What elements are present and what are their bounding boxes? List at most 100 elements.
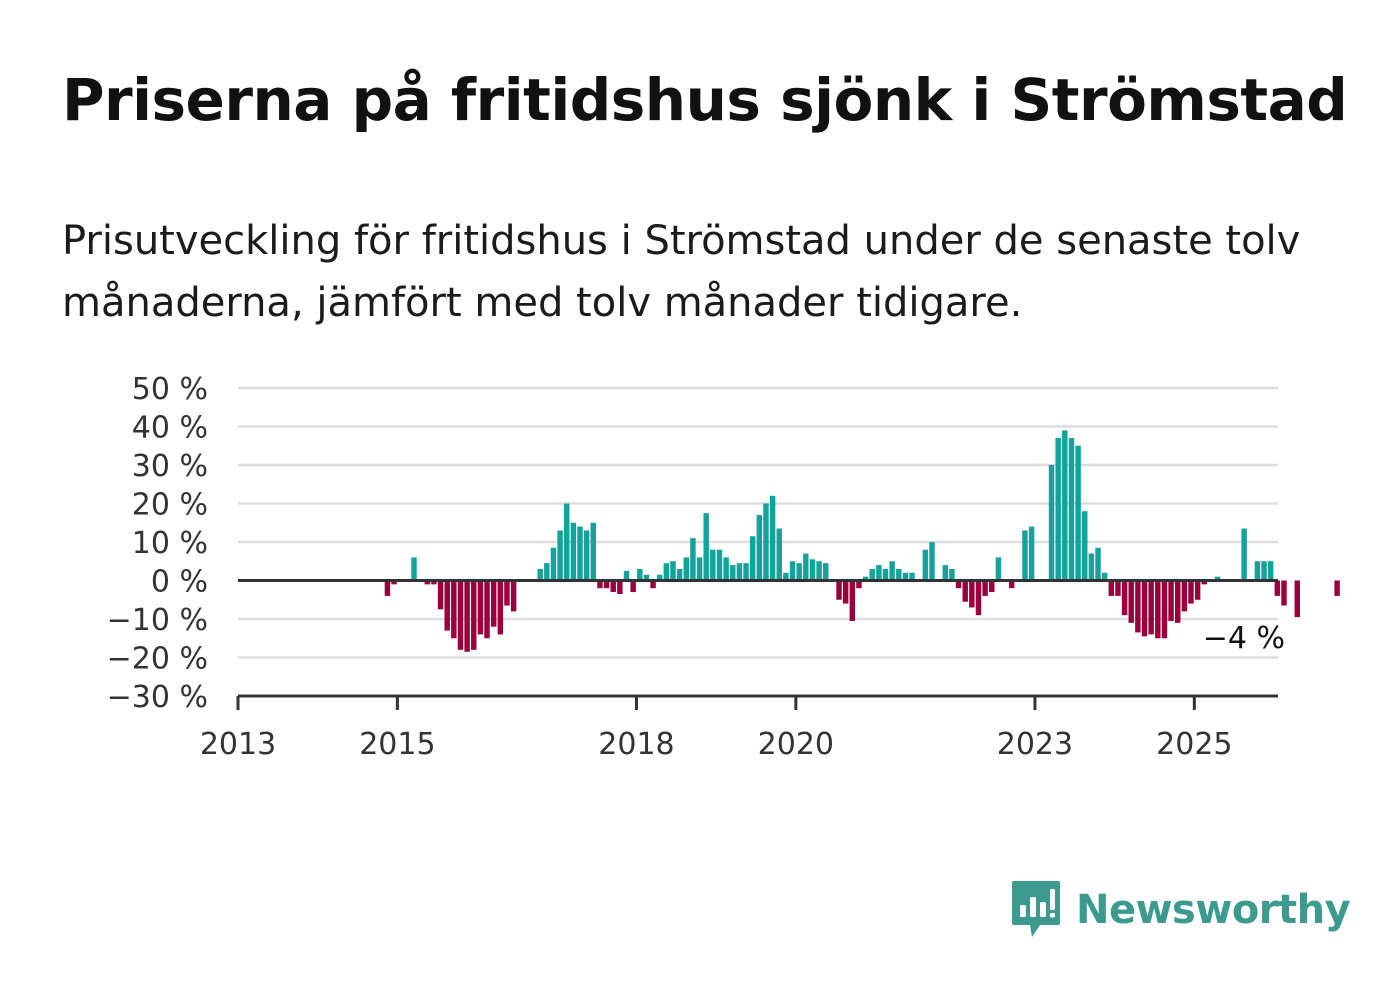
y-tick-label: −10 % xyxy=(107,603,208,638)
bar xyxy=(1241,528,1247,581)
bar xyxy=(995,557,1002,581)
bar xyxy=(570,522,577,581)
bar xyxy=(597,580,603,589)
y-tick-label: −20 % xyxy=(107,642,208,677)
bar xyxy=(1068,438,1075,581)
bar xyxy=(477,580,484,635)
bar xyxy=(816,561,822,581)
bar xyxy=(650,580,656,589)
bar xyxy=(670,561,676,581)
bar xyxy=(1201,580,1208,585)
bar xyxy=(1121,580,1128,616)
bar xyxy=(962,580,968,602)
bar xyxy=(1095,547,1101,581)
bar xyxy=(769,495,776,581)
bar xyxy=(696,557,703,581)
bar xyxy=(1174,580,1181,623)
bar xyxy=(1115,580,1121,596)
bar xyxy=(1101,572,1108,581)
bar xyxy=(809,559,816,581)
bar xyxy=(457,580,464,650)
x-tick-label: 2013 xyxy=(200,727,276,762)
bar xyxy=(623,570,630,581)
bar xyxy=(723,557,729,581)
bar xyxy=(982,580,988,596)
y-tick-label: 50 % xyxy=(132,372,208,407)
bar xyxy=(504,580,510,606)
bar xyxy=(1267,561,1274,581)
bar xyxy=(749,536,756,581)
bar xyxy=(1141,580,1148,637)
bar xyxy=(1082,511,1088,581)
bar xyxy=(1108,580,1115,596)
bar xyxy=(889,561,895,581)
bar xyxy=(975,580,982,616)
bar xyxy=(803,553,809,581)
bar xyxy=(896,568,902,581)
bar xyxy=(676,568,683,581)
bar xyxy=(1135,580,1141,633)
bar xyxy=(1075,445,1081,581)
bar xyxy=(869,568,875,581)
bar xyxy=(1088,553,1095,581)
bar xyxy=(643,574,650,581)
latest-value-annotation: −4 % xyxy=(1203,621,1285,656)
bar xyxy=(783,572,789,581)
bar xyxy=(490,580,497,627)
bar xyxy=(464,580,470,652)
bar xyxy=(763,503,769,581)
bar xyxy=(1254,561,1261,581)
bar xyxy=(776,528,782,581)
x-tick-label: 2018 xyxy=(598,727,674,762)
bar xyxy=(1181,580,1188,612)
bar xyxy=(497,580,504,635)
bar xyxy=(842,580,849,604)
bar xyxy=(1048,465,1055,581)
bar xyxy=(756,515,763,581)
bar xyxy=(683,557,689,581)
bar xyxy=(922,549,929,581)
bar xyxy=(876,565,882,581)
bar xyxy=(1155,580,1161,639)
bar xyxy=(989,580,995,593)
bar xyxy=(617,580,623,594)
bar xyxy=(1274,580,1281,596)
bar xyxy=(703,513,709,581)
bar xyxy=(630,580,636,593)
bar xyxy=(710,549,716,581)
y-tick-label: 10 % xyxy=(132,526,208,561)
bar xyxy=(537,568,543,581)
bar xyxy=(603,580,610,589)
bar xyxy=(1194,580,1201,600)
bar xyxy=(1168,580,1174,621)
bar xyxy=(1008,580,1015,589)
bar xyxy=(690,538,696,581)
bar xyxy=(1028,526,1035,581)
bar xyxy=(836,580,842,600)
bar xyxy=(1188,580,1194,604)
bar xyxy=(823,563,829,581)
bar xyxy=(736,563,743,581)
bar xyxy=(577,526,583,581)
x-tick-label: 2023 xyxy=(997,727,1073,762)
bar xyxy=(637,568,643,581)
bar xyxy=(1062,430,1068,581)
chart-subtitle: Prisutveckling för fritidshus i Strömsta… xyxy=(62,218,1301,326)
bar xyxy=(969,580,975,608)
bar xyxy=(882,568,889,581)
newsworthy-logo: Newsworthy xyxy=(1010,878,1351,942)
bar xyxy=(391,580,397,585)
y-tick-label: 0 % xyxy=(151,565,208,600)
bar xyxy=(1281,580,1287,606)
bar xyxy=(909,572,915,581)
x-tick-label: 2025 xyxy=(1156,727,1232,762)
bar xyxy=(437,580,444,610)
y-tick-label: 30 % xyxy=(132,449,208,484)
bar xyxy=(411,557,417,581)
bar xyxy=(656,574,663,581)
y-tick-label: −30 % xyxy=(107,680,208,715)
bar xyxy=(564,503,570,581)
bar xyxy=(796,563,802,581)
brand-name: Newsworthy xyxy=(1076,887,1351,933)
bar xyxy=(1022,530,1028,581)
